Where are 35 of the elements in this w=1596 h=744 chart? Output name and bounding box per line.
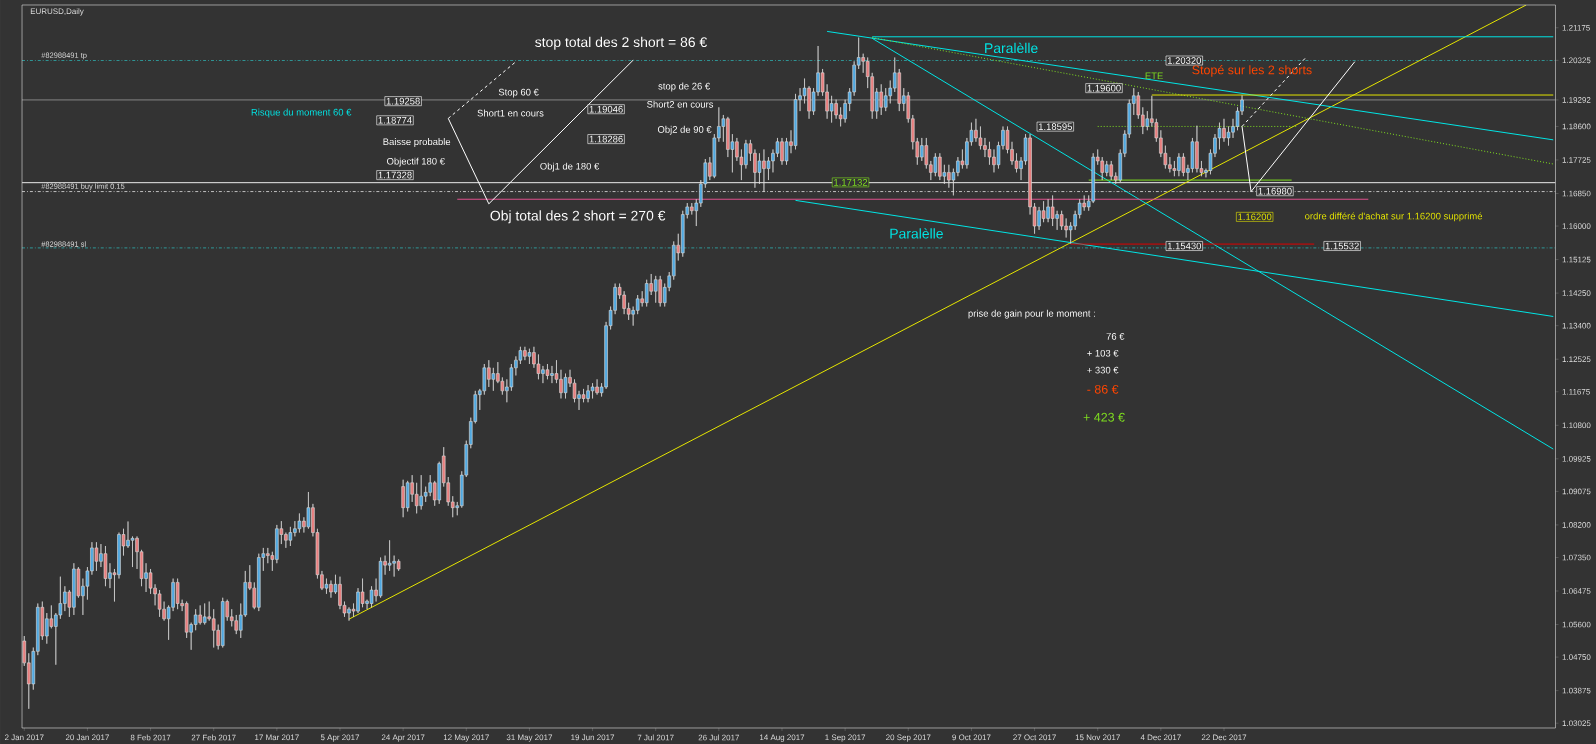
annotation: + 423 € — [1083, 412, 1125, 422]
annotation: ordre différé d'achat sur 1.16200 supprimé — [1305, 212, 1483, 222]
annotation: Paralèlle — [890, 228, 943, 239]
annotation: 1.16200 — [1238, 213, 1272, 221]
annotation: 1.18595 — [1038, 123, 1073, 130]
annotation: Objectif 180 € — [387, 157, 445, 167]
annotation: stop de 26 € — [658, 82, 711, 92]
annotation: 1.16980 — [1258, 187, 1292, 195]
annotation: 1.20320 — [1167, 57, 1202, 64]
annotation: 1.19600 — [1087, 84, 1121, 92]
annotation: Risque du moment 60 € — [251, 108, 352, 118]
annotation: 1.18774 — [378, 116, 412, 124]
annotation: 1.15430 — [1167, 242, 1202, 250]
annotation: Obj2 de 90 € — [657, 125, 712, 135]
annotation: + 103 € — [1087, 349, 1119, 357]
annotation: 1.15532 — [1325, 242, 1359, 250]
annotation: prise de gain pour le moment : — [968, 309, 1095, 319]
annotation: 1.17328 — [378, 171, 412, 179]
annotation: Paralèlle — [985, 42, 1038, 54]
annotation: Obj1 de 180 € — [540, 162, 600, 172]
annotation: 1.18286 — [589, 135, 623, 143]
annotation: Obj total des 2 short = 270 € — [490, 210, 666, 224]
annotation: ETE — [1145, 72, 1163, 80]
annotation: Stopé sur les 2 shorts — [1192, 65, 1312, 77]
annotation: - 86 € — [1087, 384, 1119, 394]
annotation: 1.17132 — [834, 179, 868, 186]
annotation: 1.19046 — [589, 105, 623, 113]
annotation: 76 € — [1106, 333, 1125, 340]
annotation: 1.19258 — [386, 97, 420, 105]
annotation: Stop 60 € — [498, 88, 539, 98]
annotation: + 330 € — [1087, 366, 1119, 374]
annotation: Short1 en cours — [477, 109, 544, 117]
annotation: stop total des 2 short = 86 € — [535, 36, 708, 50]
annotation: Baisse probable — [383, 138, 451, 147]
annotation: Short2 en cours — [647, 100, 714, 108]
